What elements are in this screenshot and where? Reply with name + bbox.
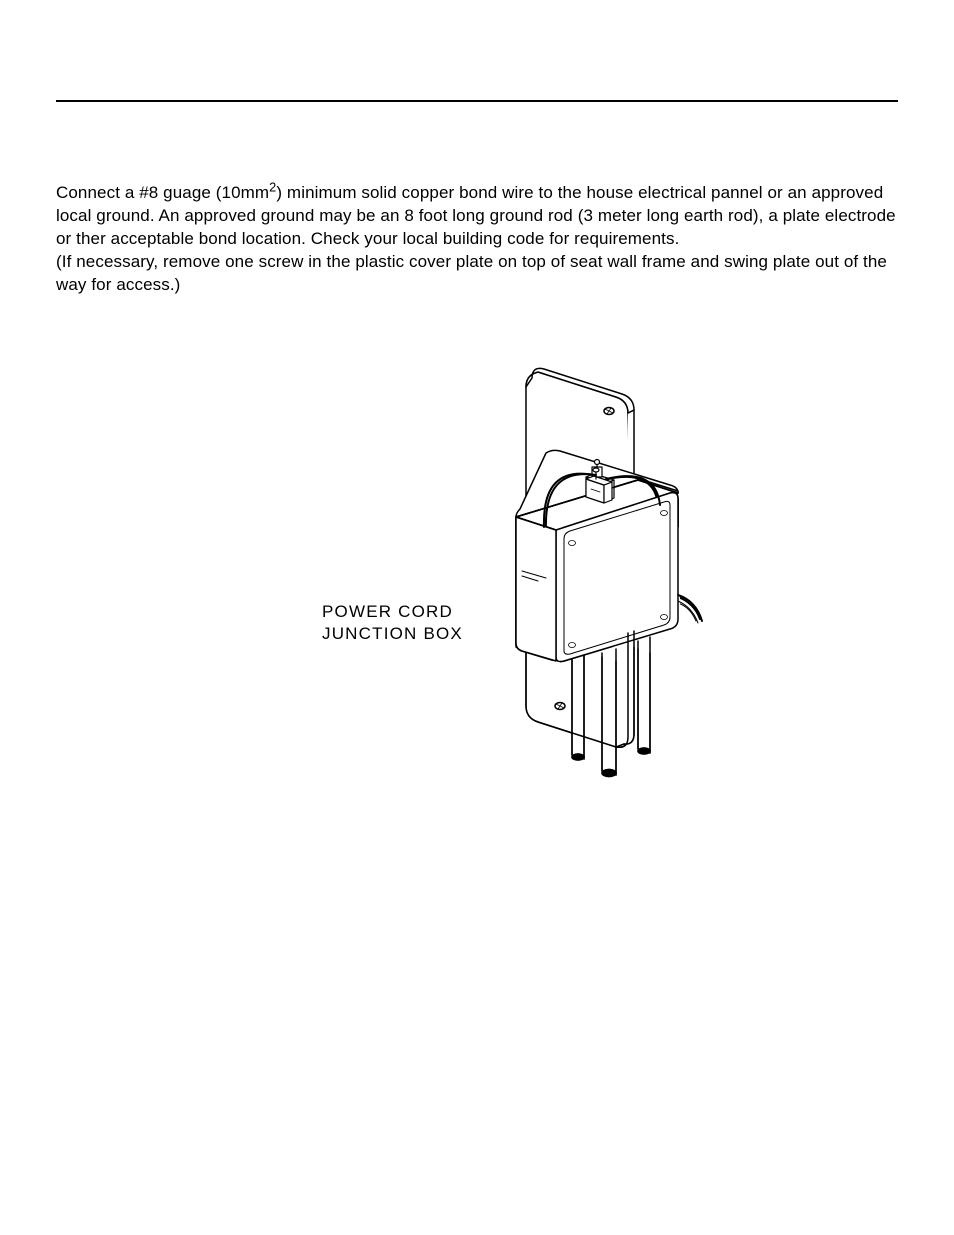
box-left-reoutline (516, 517, 556, 661)
document-page: Connect a #8 guage (10mm2) minimum solid… (0, 0, 954, 1235)
instruction-paragraph-2: (If necessary, remove one screw in the p… (56, 251, 898, 297)
figure-area: POWER CORD JUNCTION BOX (56, 357, 898, 1017)
instruction-paragraph-1: Connect a #8 guage (10mm2) minimum solid… (56, 182, 898, 251)
figure-label: POWER CORD JUNCTION BOX (322, 601, 463, 645)
top-rule (56, 100, 898, 102)
p1-text-a: Connect a #8 guage (10mm (56, 183, 269, 202)
figure-label-line1: POWER CORD (322, 602, 453, 621)
junction-box-drawing (456, 357, 716, 817)
figure-label-line2: JUNCTION BOX (322, 624, 463, 643)
